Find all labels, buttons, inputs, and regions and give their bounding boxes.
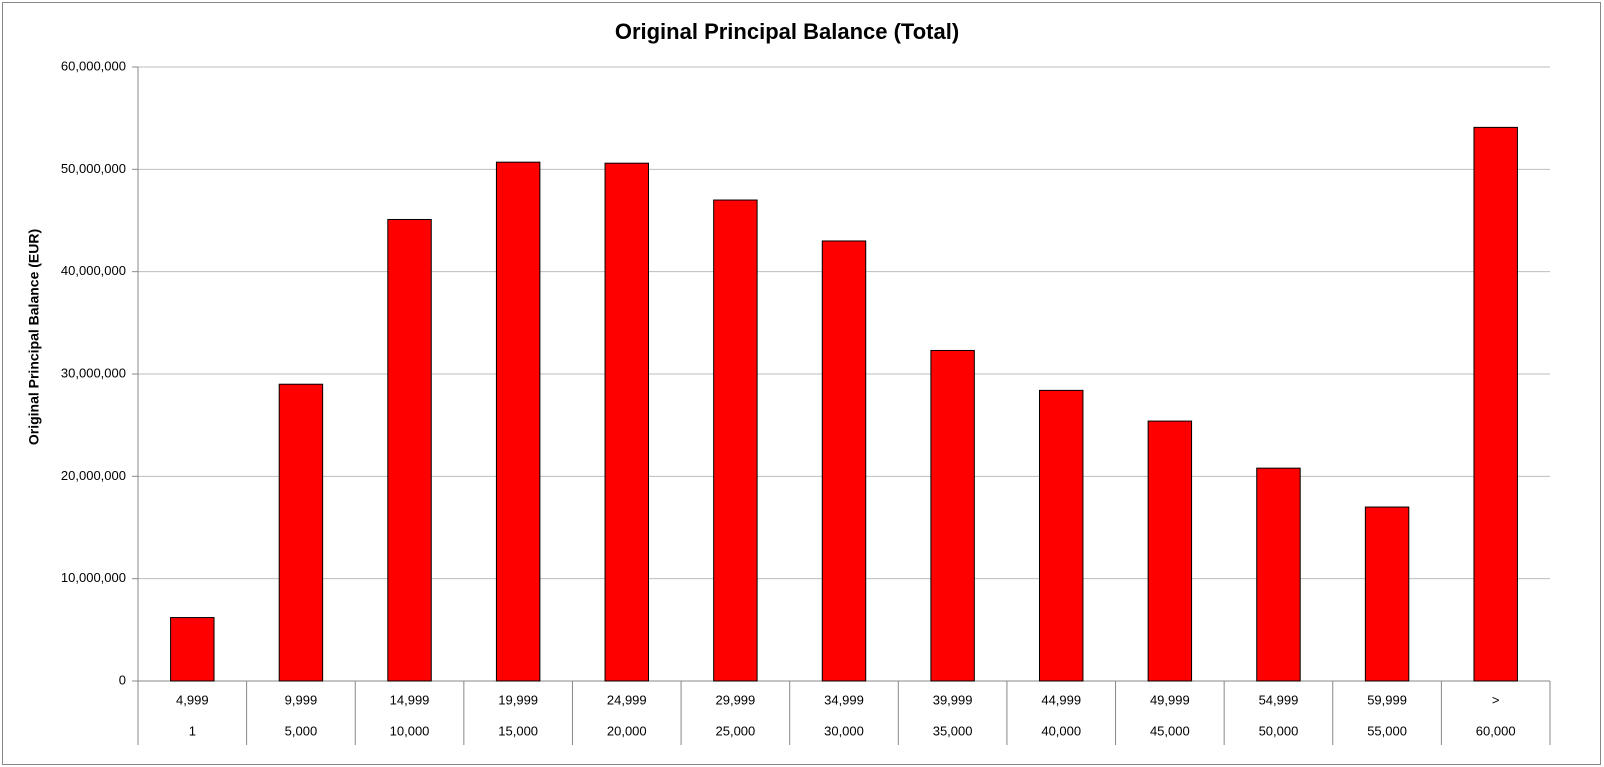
x-tick-label: 10,000: [390, 723, 430, 738]
bar: [1364, 506, 1410, 682]
x-tick-label: 39,999: [933, 692, 973, 707]
x-tick-label: 44,999: [1041, 692, 1081, 707]
x-tick-label: 50,000: [1259, 723, 1299, 738]
x-tick-label: 4,999: [176, 692, 209, 707]
y-tick-label: 40,000,000: [61, 263, 126, 278]
x-tick-label: 40,000: [1041, 723, 1081, 738]
x-tick-label: 19,999: [498, 692, 538, 707]
y-tick-label: 20,000,000: [61, 468, 126, 483]
x-tick-label: 15,000: [498, 723, 538, 738]
bar: [387, 218, 432, 682]
x-tick-label: 20,000: [607, 723, 647, 738]
x-tick-label: 34,999: [824, 692, 864, 707]
x-tick-label: 55,000: [1367, 723, 1407, 738]
x-tick-label: 35,000: [933, 723, 973, 738]
x-tick-label: 49,999: [1150, 692, 1190, 707]
y-tick-label: 10,000,000: [61, 570, 126, 585]
y-tick-label: 60,000,000: [61, 58, 126, 73]
bar: [930, 349, 975, 682]
x-tick-label: 14,999: [390, 692, 430, 707]
y-axis-label: Original Principal Balance (EUR): [26, 229, 42, 445]
x-tick-label: 1: [189, 723, 196, 738]
bar: [1256, 467, 1301, 682]
bar: [1039, 389, 1084, 682]
x-tick-label: 60,000: [1476, 723, 1516, 738]
x-tick-label: >: [1492, 692, 1500, 707]
y-tick-label: 0: [119, 672, 126, 687]
x-tick-label: 59,999: [1367, 692, 1407, 707]
x-tick-label: 30,000: [824, 723, 864, 738]
y-tick-label: 50,000,000: [61, 161, 126, 176]
bar: [821, 240, 867, 682]
x-tick-label: 45,000: [1150, 723, 1190, 738]
bar: [278, 383, 324, 682]
bar: [1473, 126, 1518, 682]
x-tick-label: 25,000: [716, 723, 756, 738]
x-tick-label: 9,999: [285, 692, 318, 707]
bar: [604, 162, 649, 682]
x-tick-label: 54,999: [1259, 692, 1299, 707]
bar: [495, 161, 541, 682]
x-tick-label: 5,000: [285, 723, 318, 738]
chart-title: Original Principal Balance (Total): [615, 19, 959, 44]
x-tick-label: 24,999: [607, 692, 647, 707]
bar: [170, 617, 215, 682]
bar: [1147, 420, 1193, 682]
bar: [713, 199, 758, 682]
x-tick-label: 29,999: [716, 692, 756, 707]
y-tick-label: 30,000,000: [61, 365, 126, 380]
